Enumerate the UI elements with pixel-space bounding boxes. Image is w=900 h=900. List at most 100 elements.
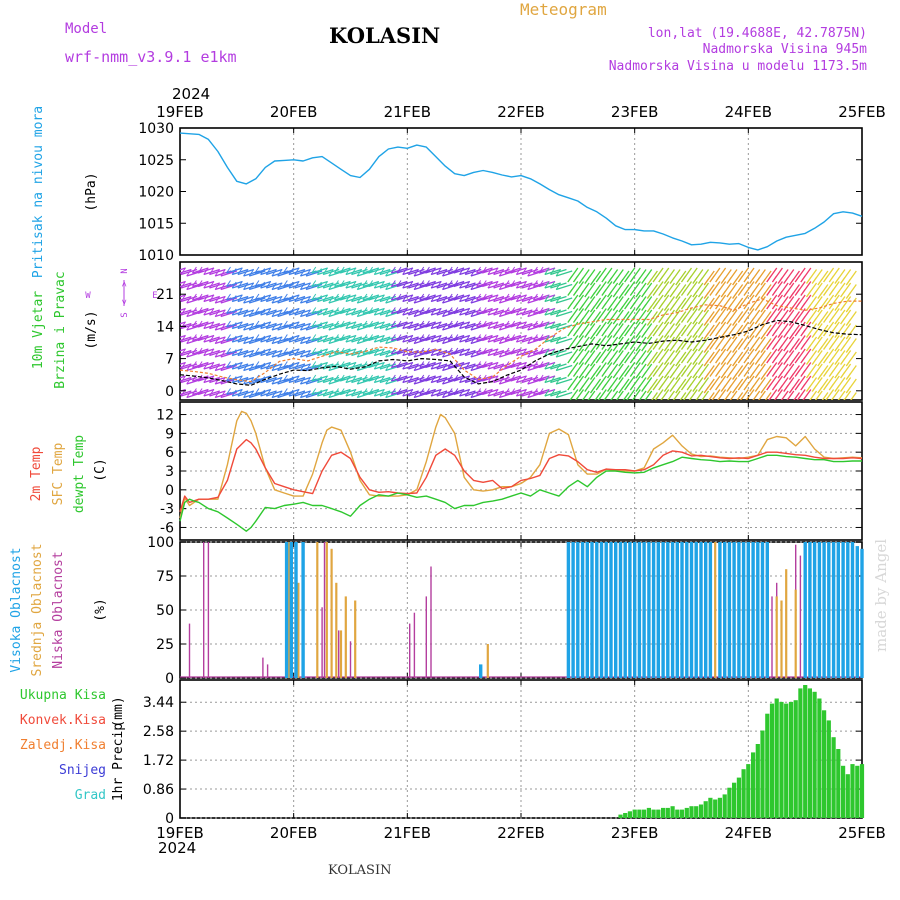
wind-barb-tick xyxy=(487,389,493,397)
wind-barb-tick xyxy=(220,323,226,331)
wind-barb-tick xyxy=(737,275,743,283)
wind-barb-tick xyxy=(715,289,721,296)
wind-barb-tick xyxy=(237,295,243,302)
precip-bar xyxy=(703,801,708,818)
wind-barb-tick xyxy=(271,269,277,277)
wind-barb xyxy=(752,390,761,400)
cloud-bar-srednja xyxy=(344,596,347,678)
wind-barb-tick xyxy=(828,383,834,391)
wind-barb-tick xyxy=(356,377,362,385)
cloud-bar-visoka xyxy=(609,542,613,678)
wind-barb-tick xyxy=(783,385,789,392)
wind-barb xyxy=(232,309,249,316)
y-tick-label: 0 xyxy=(165,671,174,687)
wind-barb-tick xyxy=(464,281,470,289)
cloud-bar-visoka xyxy=(694,542,698,678)
x-tick-label-top: 21FEB xyxy=(384,103,431,121)
wind-barb-tick xyxy=(789,292,794,299)
wind-barb-tick xyxy=(578,371,584,379)
wind-barb-tick xyxy=(197,374,203,382)
wind-barb-tick xyxy=(760,332,766,340)
wind-barb xyxy=(345,295,363,303)
cloud-bar-srednja xyxy=(486,644,489,678)
wind-barb-tick xyxy=(624,289,630,296)
wind-barb-tick xyxy=(743,343,749,350)
wind-barb-tick xyxy=(442,377,447,385)
wind-barb-tick xyxy=(498,283,504,290)
wind-barb-tick xyxy=(186,283,192,290)
wind-barb-tick xyxy=(430,268,436,275)
wind-barb-tick xyxy=(362,374,368,382)
wind-barb-tick xyxy=(407,281,413,289)
wind-barb-tick xyxy=(766,370,772,377)
wind-barb-tick xyxy=(334,320,339,328)
compass-n: N xyxy=(120,268,130,273)
wind-barb-tick xyxy=(641,344,647,352)
wind-barb-tick xyxy=(800,275,806,283)
wind-barb-tick xyxy=(675,386,681,394)
wind-barb-tick xyxy=(277,296,283,304)
wind-barb-tick xyxy=(783,331,789,338)
wind-barb-tick xyxy=(368,280,374,287)
wind-barb-tick xyxy=(601,383,607,391)
precip-bar xyxy=(760,730,765,818)
wind-barb-tick xyxy=(732,319,738,326)
wind-barb-tick xyxy=(834,331,840,338)
wind-barb-tick xyxy=(214,391,220,398)
wind-barb-tick xyxy=(476,293,481,301)
wind-barb-tick xyxy=(652,329,658,337)
wind-barb xyxy=(288,363,306,370)
wind-barb-tick xyxy=(828,316,834,323)
precip-bar xyxy=(769,703,775,818)
wind-barb-tick xyxy=(164,267,168,273)
wind-barb-tick xyxy=(243,391,248,398)
wind-barb-tick xyxy=(743,329,749,337)
wind-barb-tick xyxy=(402,322,408,329)
wind-barb-tick xyxy=(573,383,578,391)
cloud-bar-visoka xyxy=(294,542,298,678)
wind-barb xyxy=(459,268,476,276)
wind-barb-tick xyxy=(840,331,846,338)
wind-barb-tick xyxy=(459,362,464,370)
cloud-bar-srednja xyxy=(780,600,783,678)
y-tick-label: 0 xyxy=(165,384,174,400)
cloud-bar-visoka xyxy=(675,542,679,678)
wind-barb-tick xyxy=(800,383,806,391)
wind-barb-tick xyxy=(504,334,510,341)
wind-barb-tick xyxy=(777,344,783,352)
wind-barb xyxy=(180,281,181,283)
wind-barb-tick xyxy=(464,268,470,275)
wind-barb-tick xyxy=(675,292,681,299)
wind-barb-tick xyxy=(453,334,459,341)
wind-barb-tick xyxy=(322,268,328,275)
wind-barb-tick xyxy=(345,308,351,316)
wind-barb-tick xyxy=(709,383,715,391)
wind-barb xyxy=(391,388,408,396)
wind-barb-tick xyxy=(555,269,561,277)
wind-barb-tick xyxy=(328,377,334,385)
wind-barb-tick xyxy=(214,364,220,371)
wind-barb xyxy=(447,348,465,355)
wind-barb xyxy=(391,280,408,288)
wind-barb-tick xyxy=(351,295,356,302)
wind-barb-tick xyxy=(175,309,179,315)
wind-barb-tick xyxy=(299,377,305,385)
wind-barb-tick xyxy=(573,356,578,364)
wind-barb-tick xyxy=(709,356,715,364)
wind-barb xyxy=(504,361,522,369)
wind-barb-tick xyxy=(476,361,481,368)
wind-barb-tick xyxy=(498,350,504,358)
wind-barb-tick xyxy=(692,277,698,284)
wind-barb-tick xyxy=(419,320,425,328)
wind-barb-tick xyxy=(220,296,226,304)
wind-barb-tick xyxy=(789,346,794,353)
wind-barb-tick xyxy=(385,283,391,290)
wind-barb-tick xyxy=(317,349,322,356)
wind-barb xyxy=(192,280,209,288)
wind-barb-tick xyxy=(464,295,470,302)
cloud-bar-visoka xyxy=(760,542,765,678)
wind-barb xyxy=(544,309,561,316)
wind-barb-tick xyxy=(396,266,402,274)
wind-barb-tick xyxy=(703,373,709,380)
precip-bar xyxy=(708,797,713,818)
